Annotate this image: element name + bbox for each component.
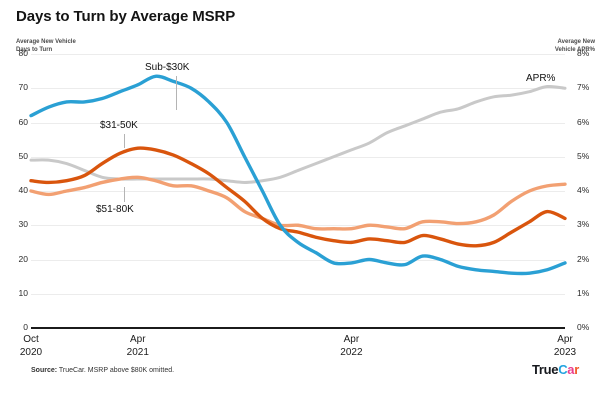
plot-area xyxy=(29,54,567,328)
x-axis-tick: Apr 2022 xyxy=(321,333,381,359)
logo-text-true: True xyxy=(531,362,559,377)
left-axis-caption: Average New Vehicle Days to Turn xyxy=(16,39,76,53)
right-axis-caption: Average New Vehicle APR% xyxy=(554,39,595,53)
left-axis-tick: 20 xyxy=(18,253,28,264)
x-tick-month: Apr xyxy=(557,334,573,345)
series-line-sub-30k xyxy=(29,74,567,276)
right-axis-tick: 1% xyxy=(577,287,590,298)
x-axis-tick: Oct 2020 xyxy=(1,333,61,359)
x-axis-line xyxy=(31,327,565,329)
right-axis-tick: 0% xyxy=(577,322,590,332)
logo-text-a: a xyxy=(567,362,575,377)
x-tick-year: 2023 xyxy=(553,347,577,358)
x-tick-month: Apr xyxy=(130,334,146,345)
gridline xyxy=(31,293,565,295)
right-axis-tick: 7% xyxy=(577,82,590,93)
right-axis-tick: 6% xyxy=(577,116,590,127)
right-axis-tick: 8% xyxy=(577,48,590,58)
gridline xyxy=(31,122,565,124)
left-axis-tick: 70 xyxy=(18,82,28,93)
x-tick-year: 2022 xyxy=(340,347,363,358)
series-line-51-80k xyxy=(29,175,567,231)
series-lines xyxy=(29,74,567,276)
source-label: Source: xyxy=(31,367,58,374)
right-axis-tick: 3% xyxy=(577,219,590,230)
series-line-apr xyxy=(29,84,567,184)
leader-line-31-50k xyxy=(124,134,125,148)
left-axis-tick: 60 xyxy=(18,116,28,127)
right-axis-tick: 4% xyxy=(577,185,590,195)
logo-text-r: r xyxy=(574,362,579,377)
left-axis-tick: 40 xyxy=(18,185,28,195)
left-axis-tick: 50 xyxy=(18,150,28,161)
source-text: TrueCar. MSRP above $80K omitted. xyxy=(57,367,175,374)
x-axis-tick: Apr 2023 xyxy=(535,333,595,359)
page-title: Days to Turn by Average MSRP xyxy=(16,8,236,25)
truecar-logo: TrueCar xyxy=(532,362,579,377)
left-axis-tick: 30 xyxy=(18,219,28,230)
gridline xyxy=(31,88,565,90)
series-label-51-80k: $51-80K xyxy=(96,204,134,215)
x-tick-month: Oct xyxy=(23,334,39,345)
series-label-31-50k: $31-50K xyxy=(100,120,138,131)
leader-line-sub30k xyxy=(176,76,177,110)
gridline xyxy=(31,156,565,158)
x-tick-month: Apr xyxy=(343,334,360,345)
x-axis-tick: Apr 2021 xyxy=(108,333,168,359)
gridline xyxy=(31,191,565,192)
left-axis-tick: 80 xyxy=(18,48,28,58)
series-line-31-50k xyxy=(29,146,567,248)
right-axis-tick: 2% xyxy=(577,253,590,264)
gridline xyxy=(31,259,565,261)
gridline xyxy=(31,54,565,55)
logo-text-c: C xyxy=(558,362,568,377)
left-axis-tick: 10 xyxy=(18,287,28,298)
leader-line-51-80k xyxy=(124,187,125,202)
left-axis-tick: 0 xyxy=(23,322,28,332)
series-label-apr: APR% xyxy=(526,73,556,84)
series-label-sub30k: Sub-$30K xyxy=(145,62,190,73)
source-note: Source: TrueCar. MSRP above $80K omitted… xyxy=(31,367,174,374)
x-tick-year: 2021 xyxy=(126,347,149,358)
right-axis-tick: 5% xyxy=(577,150,590,161)
x-tick-year: 2020 xyxy=(19,347,43,358)
